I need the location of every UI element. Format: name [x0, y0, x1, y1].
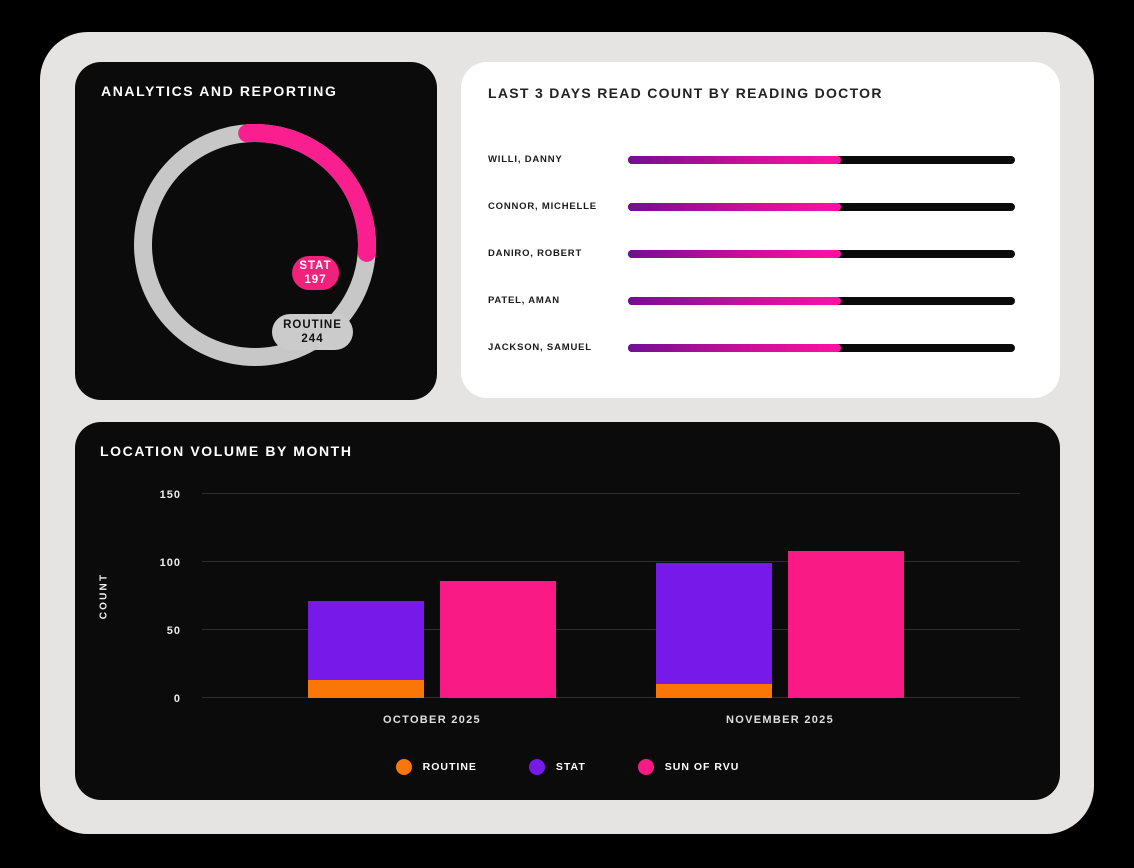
- donut-svg: [134, 124, 376, 366]
- doctor-bar-track: [628, 296, 1015, 305]
- dashboard-frame: ANALYTICS AND REPORTING STAT 197 ROUTINE…: [40, 32, 1094, 834]
- stat-pill: STAT 197: [292, 256, 339, 290]
- doctor-name: PATEL, AMAN: [488, 295, 560, 306]
- bar-sun-of-rvu[interactable]: [440, 581, 556, 698]
- legend-label: SUN OF RVU: [664, 761, 740, 773]
- bar-stat[interactable]: [656, 563, 772, 685]
- bar-routine[interactable]: [656, 684, 772, 698]
- gridline: [202, 697, 1020, 698]
- routine-pill: ROUTINE 244: [272, 314, 353, 350]
- doctor-bar-track: [628, 202, 1015, 211]
- donut-chart: STAT 197 ROUTINE 244: [134, 124, 376, 366]
- doctor-name: WILLI, DANNY: [488, 154, 563, 165]
- stat-pill-label: STAT: [299, 259, 332, 272]
- y-tick-label: 50: [166, 625, 181, 637]
- y-axis-label: COUNT: [98, 572, 110, 620]
- stat-pill-value: 197: [304, 274, 327, 286]
- routine-pill-value: 244: [301, 333, 324, 345]
- read-count-card: LAST 3 DAYS READ COUNT BY READING DOCTOR…: [461, 62, 1060, 398]
- y-tick-label: 0: [173, 693, 181, 705]
- analytics-card-title: ANALYTICS AND REPORTING: [101, 83, 338, 99]
- legend-dot: [528, 759, 545, 775]
- donut-arc-stat: [134, 124, 376, 366]
- volume-plot: COUNT 0 50 100 150 OCTOBER 2025 NOVEMBER 2025: [99, 489, 1020, 726]
- doctor-row: CONNOR, MICHELLE: [461, 183, 1060, 230]
- x-axis-label: OCTOBER 2025: [383, 714, 481, 726]
- gridline: [202, 561, 1020, 562]
- gridline: [202, 493, 1020, 494]
- doctor-name: CONNOR, MICHELLE: [488, 201, 597, 212]
- doctor-name: DANIRO, ROBERT: [488, 248, 583, 259]
- legend-dot: [395, 759, 412, 775]
- legend-item-sun-of-rvu[interactable]: SUN OF RVU: [637, 759, 740, 775]
- bar-stat[interactable]: [308, 601, 424, 681]
- doctor-bar-fill: [628, 343, 841, 352]
- routine-pill-label: ROUTINE: [283, 318, 342, 331]
- doctor-bar-fill: [628, 202, 841, 211]
- volume-card: LOCATION VOLUME BY MONTH COUNT 0 50 100 150…: [75, 422, 1060, 800]
- doctor-bar-fill: [628, 155, 841, 164]
- x-axis-label: NOVEMBER 2025: [726, 714, 834, 726]
- read-count-card-title: LAST 3 DAYS READ COUNT BY READING DOCTOR: [488, 85, 883, 101]
- analytics-card: ANALYTICS AND REPORTING STAT 197 ROUTINE…: [75, 62, 437, 400]
- volume-card-title: LOCATION VOLUME BY MONTH: [100, 443, 353, 459]
- doctor-bar-fill: [628, 296, 841, 305]
- chart-legend: ROUTINE STAT SUN OF RVU: [75, 759, 1060, 775]
- doctor-bar-fill: [628, 249, 841, 258]
- bar-routine[interactable]: [308, 680, 424, 698]
- legend-dot: [637, 759, 654, 775]
- doctor-row: PATEL, AMAN: [461, 277, 1060, 324]
- y-tick-label: 100: [159, 557, 181, 569]
- doctor-row: WILLI, DANNY: [461, 136, 1060, 183]
- gridline: [202, 629, 1020, 630]
- legend-label: ROUTINE: [422, 761, 477, 773]
- doctor-name: JACKSON, SAMUEL: [488, 342, 592, 353]
- doctor-bar-track: [628, 343, 1015, 352]
- y-tick-label: 150: [159, 489, 181, 501]
- legend-label: STAT: [555, 761, 586, 773]
- doctor-row: JACKSON, SAMUEL: [461, 324, 1060, 371]
- doctor-row: DANIRO, ROBERT: [461, 230, 1060, 277]
- legend-item-stat[interactable]: STAT: [528, 759, 586, 775]
- legend-item-routine[interactable]: ROUTINE: [395, 759, 477, 775]
- bar-sun-of-rvu[interactable]: [788, 551, 904, 698]
- doctor-rows: WILLI, DANNY CONNOR, MICHELLE DANIRO, RO…: [461, 136, 1060, 371]
- doctor-bar-track: [628, 249, 1015, 258]
- doctor-bar-track: [628, 155, 1015, 164]
